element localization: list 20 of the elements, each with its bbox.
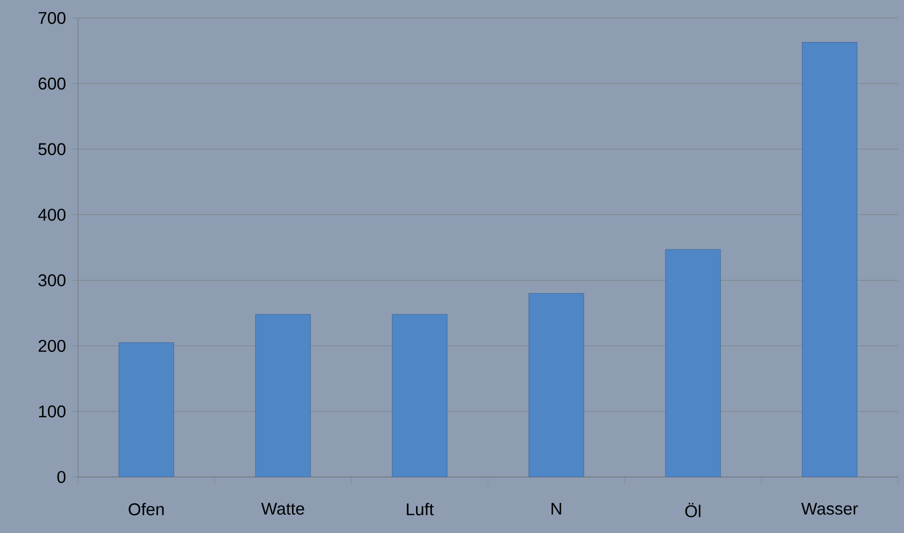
y-tick-label: 300 (38, 274, 66, 286)
x-tick-label: Wasser (801, 502, 858, 515)
x-tick-label: Öl (685, 502, 700, 518)
bar (665, 249, 721, 477)
bar (528, 293, 584, 477)
y-tick-label: 200 (38, 340, 66, 352)
x-tick-label: Luft (406, 502, 434, 516)
y-tick-label: 100 (39, 405, 66, 418)
y-tick-label: 600 (38, 78, 66, 90)
x-tick-label: N (552, 502, 562, 515)
y-tick-label: 700 (38, 12, 66, 24)
x-tick-label: Ofen (128, 502, 164, 516)
bar (118, 342, 174, 477)
bar (255, 314, 311, 477)
y-tick-label: 400 (38, 208, 66, 221)
x-tick-label: Watte (261, 502, 304, 515)
bar (802, 42, 858, 477)
bar (392, 314, 448, 477)
y-tick-label: 0 (57, 470, 66, 484)
y-tick-label: 500 (38, 143, 66, 156)
